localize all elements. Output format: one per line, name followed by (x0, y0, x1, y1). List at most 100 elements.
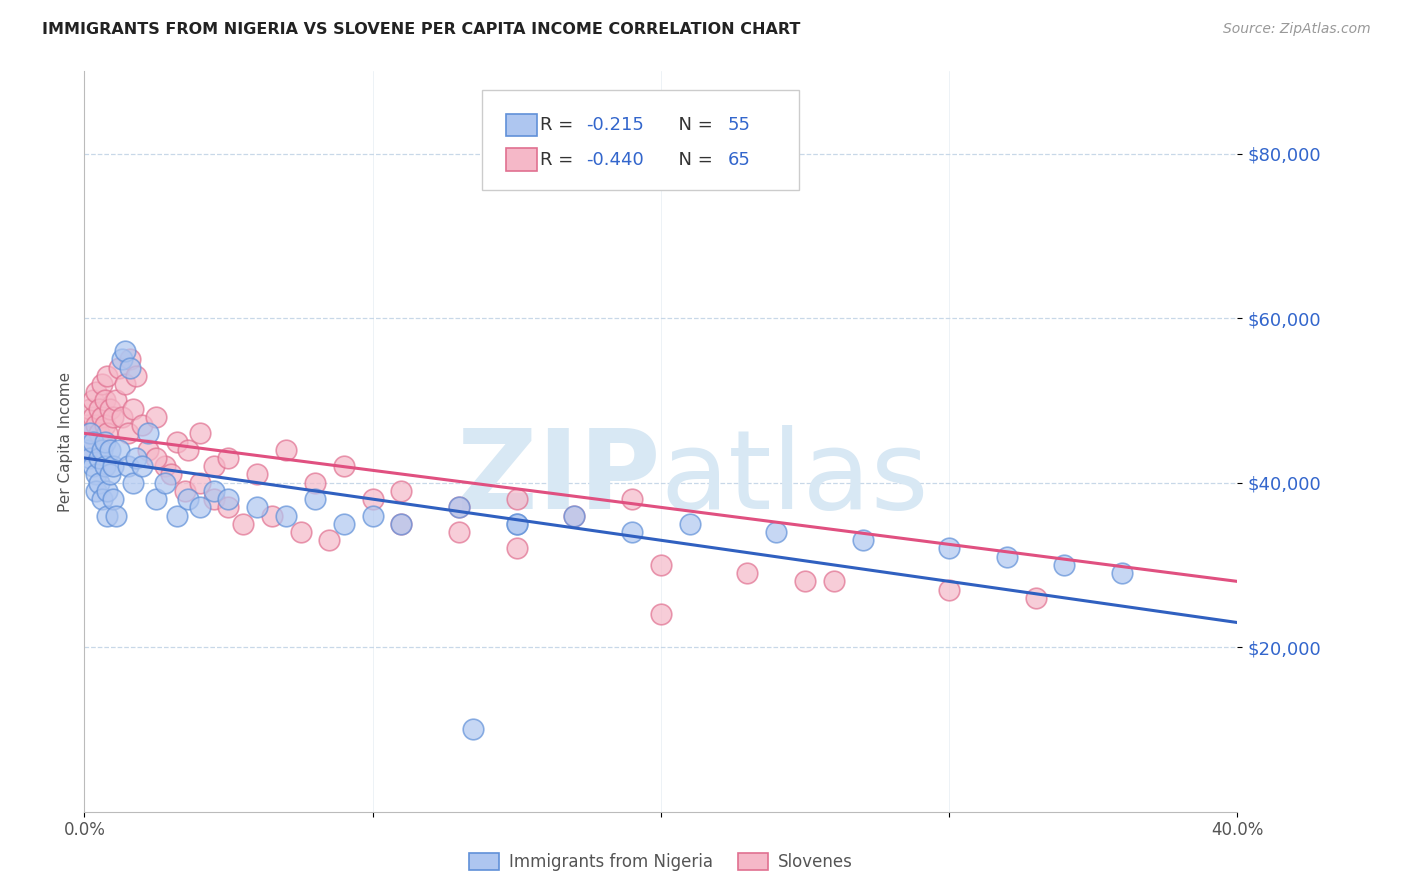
Point (823, 574, 845, 589)
Point (87, 450, 110, 465)
Point (98, 467, 121, 482)
Point (765, 524, 787, 539)
Point (103, 409, 124, 424)
Point (90, 409, 112, 424)
Point (304, 475, 326, 490)
Point (506, 516, 529, 531)
Point (79, 450, 101, 465)
Point (391, 483, 413, 498)
Point (96, 368, 118, 383)
Point (82, 409, 104, 424)
Point (188, 500, 211, 515)
Point (679, 516, 702, 531)
Point (120, 360, 142, 375)
Point (103, 492, 124, 507)
Point (188, 426, 211, 441)
Point (108, 442, 131, 457)
Point (391, 516, 413, 531)
Point (260, 508, 283, 523)
Point (90, 442, 112, 457)
Point (276, 442, 298, 457)
Point (202, 459, 225, 474)
Point (506, 492, 529, 507)
Text: atlas: atlas (661, 425, 929, 532)
Point (96, 508, 118, 523)
Point (105, 393, 128, 408)
Point (93, 393, 115, 408)
Point (108, 360, 131, 375)
Point (361, 492, 384, 507)
Text: R =: R = (540, 152, 579, 169)
Point (1025, 591, 1047, 605)
Point (122, 475, 145, 490)
Point (96, 483, 118, 498)
Point (333, 459, 356, 474)
Point (166, 508, 188, 523)
Point (111, 409, 134, 424)
Point (103, 459, 124, 474)
Point (117, 459, 139, 474)
Point (463, 723, 485, 737)
Point (76, 442, 98, 457)
Point (82, 434, 104, 449)
Point (76, 418, 98, 433)
Point (564, 508, 586, 523)
Point (506, 541, 529, 556)
Point (506, 516, 529, 531)
Point (177, 492, 200, 507)
Point (90, 492, 112, 507)
Point (84, 467, 107, 482)
Point (449, 500, 471, 515)
Text: 55: 55 (728, 117, 751, 135)
Text: -0.440: -0.440 (586, 152, 644, 169)
Y-axis label: Per Capita Income: Per Capita Income (58, 371, 73, 512)
Point (122, 401, 145, 416)
Point (177, 442, 200, 457)
Point (131, 459, 153, 474)
Point (232, 516, 254, 531)
Point (737, 566, 759, 581)
Point (79, 401, 101, 416)
Text: 65: 65 (728, 152, 751, 169)
Point (114, 344, 136, 359)
Point (449, 500, 471, 515)
Point (87, 475, 110, 490)
Point (125, 368, 148, 383)
FancyBboxPatch shape (506, 148, 537, 170)
Point (166, 434, 188, 449)
Point (114, 376, 136, 391)
Point (1053, 558, 1076, 572)
Point (120, 352, 142, 367)
Text: Source: ZipAtlas.com: Source: ZipAtlas.com (1223, 22, 1371, 37)
Point (90, 376, 112, 391)
Point (93, 418, 115, 433)
Point (391, 516, 413, 531)
Point (79, 426, 101, 441)
Point (276, 508, 298, 523)
Point (995, 549, 1018, 564)
Point (145, 492, 167, 507)
Point (449, 524, 471, 539)
Point (76, 442, 98, 457)
Point (84, 483, 107, 498)
Text: N =: N = (666, 117, 718, 135)
Point (246, 500, 269, 515)
Point (145, 450, 167, 465)
Point (84, 418, 107, 433)
Point (1111, 566, 1133, 581)
Text: R =: R = (540, 117, 579, 135)
Point (105, 508, 128, 523)
Point (202, 483, 225, 498)
Text: N =: N = (666, 152, 718, 169)
Point (136, 442, 159, 457)
Point (153, 475, 176, 490)
Point (111, 352, 134, 367)
Point (290, 524, 312, 539)
Point (93, 459, 115, 474)
Legend: Immigrants from Nigeria, Slovenes: Immigrants from Nigeria, Slovenes (463, 846, 859, 878)
Point (160, 467, 183, 482)
Point (125, 450, 148, 465)
Point (621, 524, 644, 539)
Text: ZIP: ZIP (457, 425, 661, 532)
Point (136, 426, 159, 441)
